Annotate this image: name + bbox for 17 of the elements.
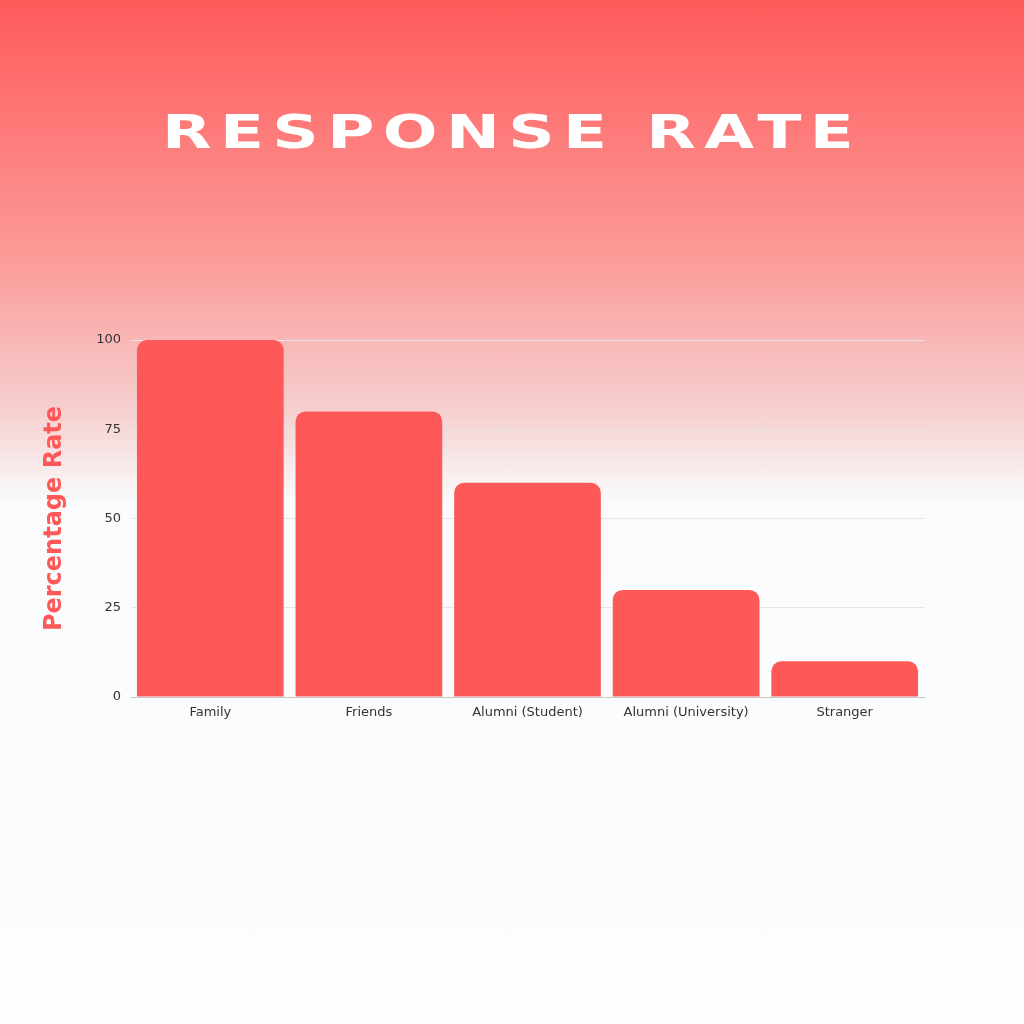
y-tick-label: 75: [104, 420, 121, 436]
bar: [771, 661, 919, 697]
bar: [454, 482, 601, 697]
y-axis-title: Percentage Rate: [38, 405, 67, 632]
x-tick-label: Stranger: [816, 704, 874, 720]
bar: [295, 411, 443, 697]
y-tick-label: 50: [104, 509, 121, 525]
bar: [612, 589, 760, 697]
x-tick-label: Alumni (University): [623, 704, 749, 720]
bar: [136, 340, 284, 697]
x-tick-label: Family: [189, 704, 232, 720]
x-tick-label: Friends: [345, 704, 393, 720]
x-tick-label: Alumni (Student): [472, 704, 583, 720]
y-tick-label: 100: [96, 331, 121, 347]
chart-title: RESPONSE RATE: [161, 104, 863, 160]
y-tick-label: 0: [112, 688, 121, 704]
y-tick-label: 25: [104, 599, 121, 615]
